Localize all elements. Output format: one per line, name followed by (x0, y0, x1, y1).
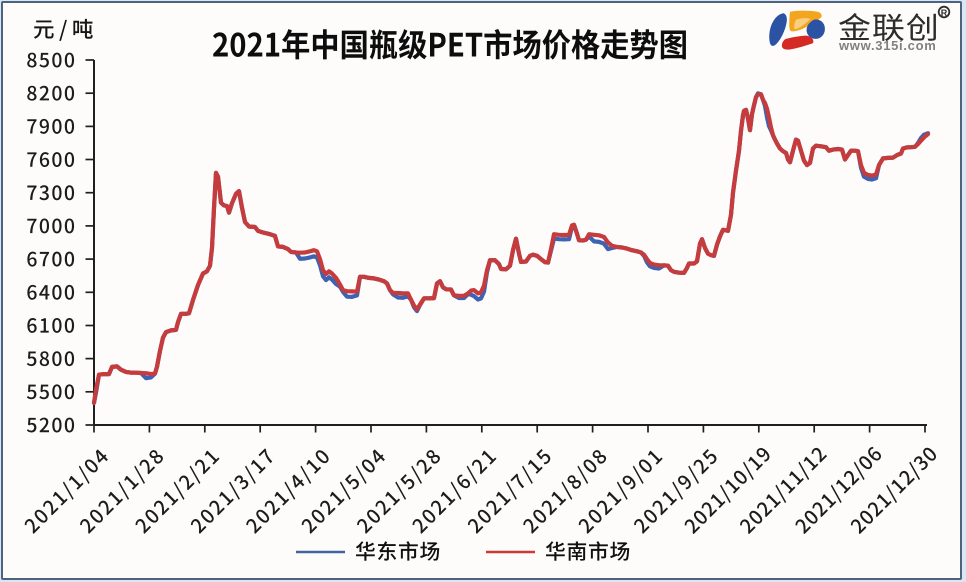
svg-text:R: R (941, 8, 948, 18)
svg-text:www.315i.com: www.315i.com (838, 38, 937, 53)
